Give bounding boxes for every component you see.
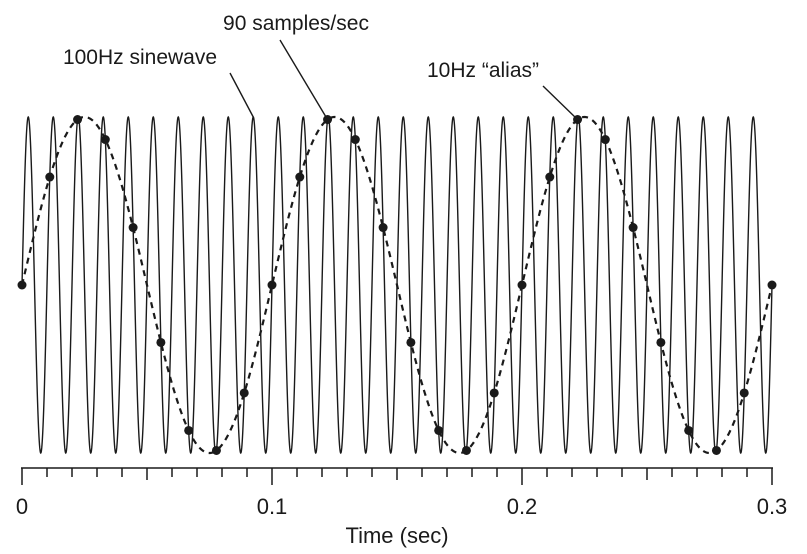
sample-point bbox=[600, 135, 610, 145]
sample-point bbox=[100, 135, 110, 145]
sample-point bbox=[628, 223, 638, 233]
sample-point bbox=[184, 425, 194, 435]
sample-point bbox=[684, 425, 694, 435]
sample-point bbox=[461, 445, 471, 455]
annotation-label: 10Hz “alias” bbox=[427, 59, 539, 82]
series-10hz-alias bbox=[20, 115, 774, 455]
sample-point bbox=[656, 337, 666, 347]
sample-point bbox=[323, 115, 333, 125]
x-axis: 0 0.1 0.2 0.3 Time (sec) bbox=[16, 467, 787, 548]
x-axis-label: Time (sec) bbox=[345, 523, 448, 548]
sample-point bbox=[545, 172, 555, 182]
annotation-leader-line bbox=[229, 72, 254, 118]
x-tick-label: 0.2 bbox=[507, 494, 538, 519]
sample-point bbox=[406, 337, 416, 347]
x-axis-tick-labels: 0 0.1 0.2 0.3 bbox=[16, 494, 787, 519]
annotation-leader-line bbox=[279, 39, 329, 120]
sample-point bbox=[350, 135, 360, 145]
plot-area bbox=[17, 115, 777, 455]
sample-point bbox=[267, 280, 277, 290]
annotations: 100Hz sinewave 90 samples/sec 10Hz “alias” bbox=[63, 12, 578, 121]
x-axis-ticks bbox=[21, 468, 773, 485]
x-tick-label: 0 bbox=[16, 494, 28, 519]
sample-point bbox=[45, 172, 55, 182]
sample-point bbox=[739, 388, 749, 398]
sample-points bbox=[17, 115, 777, 455]
x-tick-label: 0.3 bbox=[757, 494, 788, 519]
annotation-leader-line bbox=[542, 85, 578, 121]
sample-point bbox=[128, 223, 138, 233]
sample-point bbox=[295, 172, 305, 182]
sample-point bbox=[378, 223, 388, 233]
sample-point bbox=[211, 445, 221, 455]
sample-point bbox=[517, 280, 527, 290]
sample-point bbox=[156, 337, 166, 347]
x-tick-label: 0.1 bbox=[257, 494, 288, 519]
sample-point bbox=[767, 280, 777, 290]
sample-point bbox=[73, 115, 83, 125]
annotation-label: 100Hz sinewave bbox=[63, 46, 217, 69]
annotation-label: 90 samples/sec bbox=[223, 12, 369, 35]
sample-point bbox=[17, 280, 27, 290]
sample-point bbox=[239, 388, 249, 398]
sample-point bbox=[711, 445, 721, 455]
sample-point bbox=[489, 388, 499, 398]
sample-point bbox=[434, 425, 444, 435]
